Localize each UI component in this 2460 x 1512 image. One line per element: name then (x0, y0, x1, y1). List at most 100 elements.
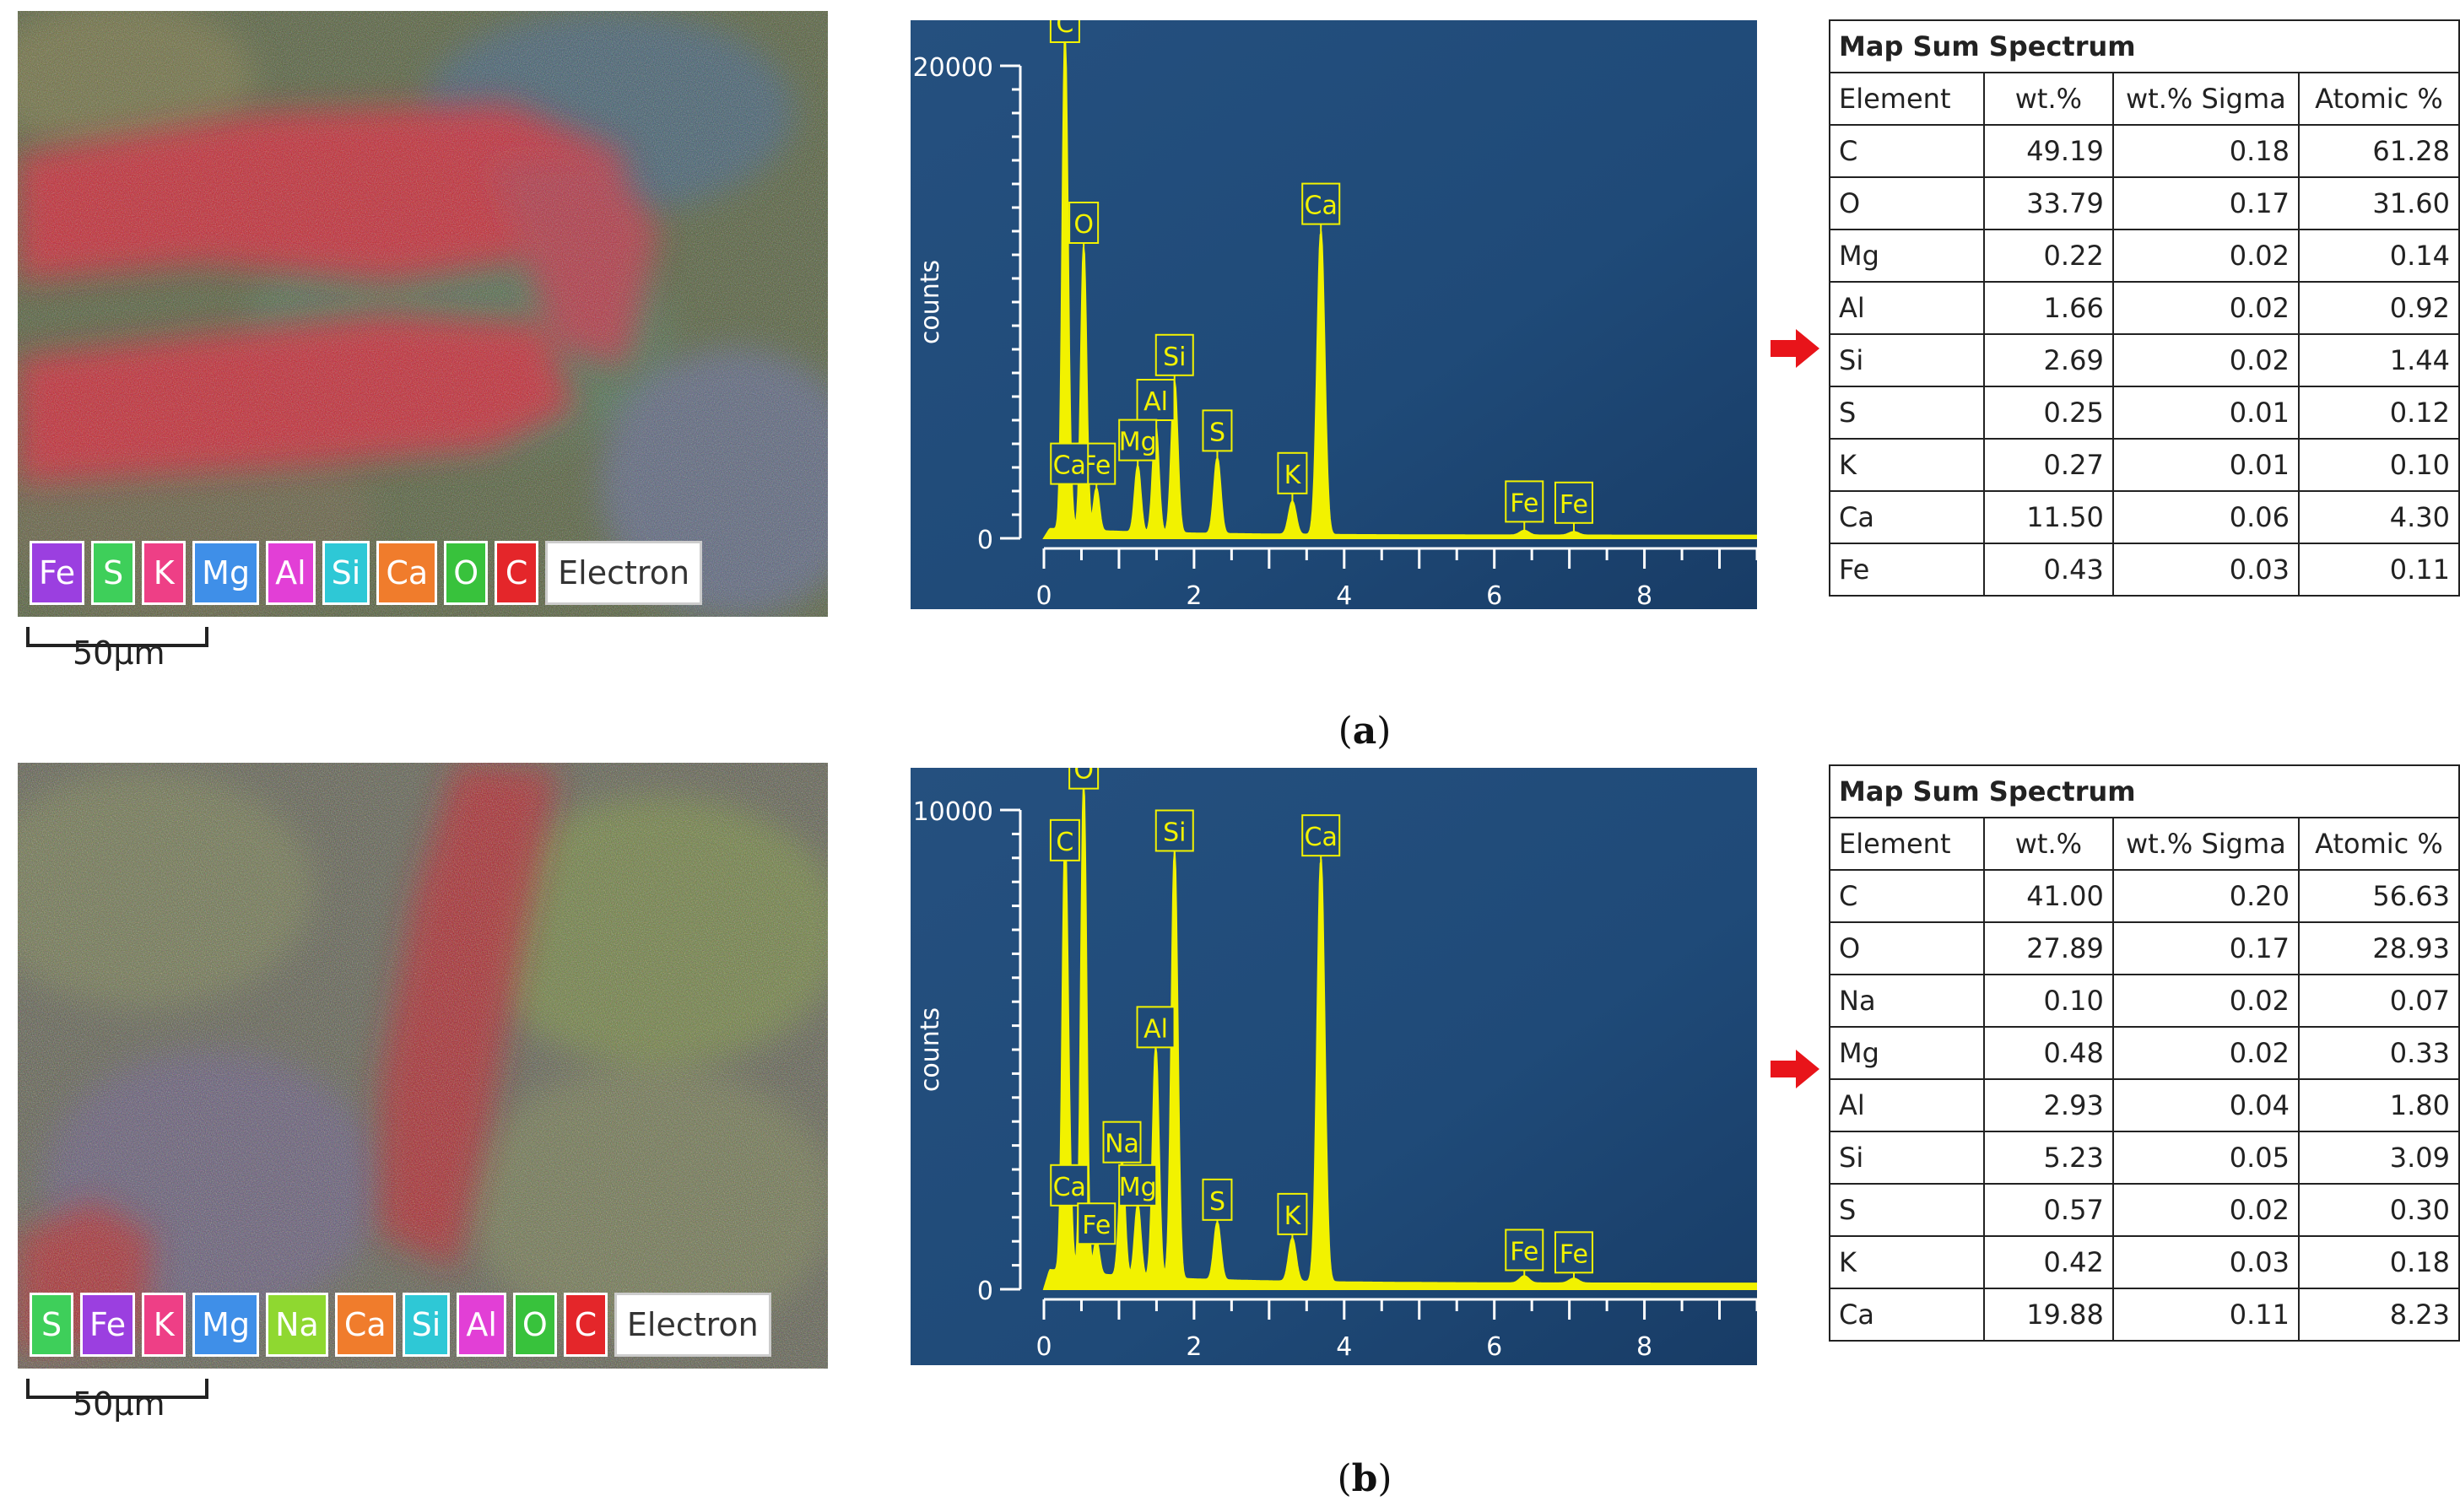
legend-chip-al: Al (266, 541, 316, 605)
legend-chip-na: Na (266, 1293, 328, 1357)
peak-label-o: O (1068, 768, 1100, 801)
peak-label-fe: Fe (1505, 1228, 1544, 1282)
value-cell: 0.18 (2111, 124, 2300, 178)
element-cell: O (1829, 921, 1985, 975)
value-cell: 0.10 (2297, 438, 2460, 492)
table-row: Fe 0.43 0.03 0.11 (1829, 543, 2460, 597)
scale-label-a: 50µm (73, 634, 165, 672)
peak-label-mg: Mg (1118, 418, 1158, 472)
value-cell: 0.02 (2111, 1183, 2300, 1237)
column-header: wt.% Sigma (2111, 72, 2300, 126)
column-header: wt.% Sigma (2111, 817, 2300, 871)
spectrum-chart-b: 10000 0 counts 0 2 4 6 8 O C Si Ca Al Na Mg Ca Fe S K Fe Fe (911, 768, 1757, 1365)
table-row: Si 5.23 0.05 3.09 (1829, 1131, 2460, 1185)
x-tick-label: 2 (1186, 581, 1202, 609)
element-cell: Fe (1829, 543, 1985, 597)
caption-b: (b) (1337, 1457, 1392, 1500)
value-cell: 1.44 (2297, 333, 2460, 387)
value-cell: 0.04 (2111, 1078, 2300, 1132)
svg-text:Fe: Fe (1560, 1239, 1588, 1269)
value-cell: 0.02 (2111, 333, 2300, 387)
column-header: Element (1829, 72, 1985, 126)
value-cell: 0.01 (2111, 438, 2300, 492)
value-cell: 3.09 (2297, 1131, 2460, 1185)
x-tick-label: 6 (1486, 1332, 1502, 1362)
svg-text:C: C (1056, 20, 1073, 39)
value-cell: 0.25 (1982, 386, 2114, 440)
peak-label-s: S (1202, 1178, 1233, 1232)
value-cell: 0.02 (2111, 229, 2300, 283)
x-tick-label: 4 (1336, 581, 1352, 609)
table-row: Al 2.93 0.04 1.80 (1829, 1078, 2460, 1132)
legend-chip-si: Si (322, 541, 370, 605)
svg-text:O: O (1073, 210, 1094, 240)
svg-text:Al: Al (1143, 387, 1168, 417)
table-title: Map Sum Spectrum (1829, 19, 2460, 73)
value-cell: 1.66 (1982, 281, 2114, 335)
red-arrow-icon (1771, 329, 1819, 368)
value-cell: 0.18 (2297, 1235, 2460, 1289)
table-row: Na 0.10 0.02 0.07 (1829, 974, 2460, 1028)
table-row: O 27.89 0.17 28.93 (1829, 921, 2460, 975)
peak-label-ca: Ca (1301, 814, 1341, 868)
peak-label-si: Si (1154, 333, 1194, 387)
svg-text:Ca: Ca (1053, 451, 1086, 481)
legend-chip-electron: Electron (545, 541, 703, 605)
legend-chip-o: O (512, 1293, 557, 1357)
svg-text:Si: Si (1163, 818, 1186, 847)
spectrum-curve (1042, 786, 1757, 1290)
table-row: Mg 0.48 0.02 0.33 (1829, 1026, 2460, 1080)
value-cell: 0.11 (2297, 543, 2460, 597)
value-cell: 0.42 (1982, 1235, 2114, 1289)
table-row: K 0.27 0.01 0.10 (1829, 438, 2460, 492)
x-tick-label: 0 (1035, 581, 1052, 609)
svg-text:K: K (1284, 461, 1302, 490)
value-cell: 0.02 (2111, 1026, 2300, 1080)
legend-chip-mg: Mg (192, 541, 260, 605)
value-cell: 0.92 (2297, 281, 2460, 335)
value-cell: 0.07 (2297, 974, 2460, 1028)
legend-chip-k: K (142, 1293, 187, 1357)
value-cell: 0.43 (1982, 543, 2114, 597)
value-cell: 0.02 (2111, 281, 2300, 335)
value-cell: 2.69 (1982, 333, 2114, 387)
value-cell: 61.28 (2297, 124, 2460, 178)
scale-label-b: 50µm (73, 1385, 165, 1423)
caption-a: (a) (1338, 710, 1392, 753)
table-title: Map Sum Spectrum (1829, 764, 2460, 818)
element-legend-b: S Fe K Mg Na Ca Si Al O C Electron (30, 1293, 771, 1357)
svg-text:S: S (1209, 1187, 1225, 1217)
map-image-a (18, 11, 828, 617)
table-row: Ca 11.50 0.06 4.30 (1829, 490, 2460, 544)
svg-text:Ca: Ca (1053, 1173, 1086, 1202)
value-cell: 28.93 (2297, 921, 2460, 975)
legend-chip-al: Al (457, 1293, 506, 1357)
element-cell: K (1829, 1235, 1985, 1289)
legend-chip-c: C (563, 1293, 608, 1357)
svg-text:K: K (1284, 1202, 1302, 1231)
svg-text:Mg: Mg (1119, 428, 1157, 457)
table-row: Al 1.66 0.02 0.92 (1829, 281, 2460, 335)
y-max-tick-label: 20000 (913, 53, 993, 83)
svg-text:Si: Si (1163, 343, 1186, 372)
element-cell: Mg (1829, 1026, 1985, 1080)
legend-chip-s: S (91, 541, 136, 605)
peak-label-k: K (1277, 1192, 1308, 1246)
svg-text:C: C (1056, 828, 1073, 857)
value-cell: 0.06 (2111, 490, 2300, 544)
peak-label-si: Si (1154, 809, 1194, 863)
value-cell: 1.80 (2297, 1078, 2460, 1132)
value-cell: 0.57 (1982, 1183, 2114, 1237)
svg-text:Ca: Ca (1305, 823, 1338, 852)
element-cell: K (1829, 438, 1985, 492)
peak-label-ca: Ca (1301, 182, 1341, 236)
value-cell: 56.63 (2297, 869, 2460, 923)
svg-text:Al: Al (1143, 1014, 1168, 1044)
legend-chip-fe: Fe (30, 541, 85, 605)
value-cell: 0.03 (2111, 1235, 2300, 1289)
peak-label-ca: Ca (1050, 442, 1089, 496)
value-cell: 0.17 (2111, 176, 2300, 230)
legend-chip-mg: Mg (192, 1293, 260, 1357)
table-row: S 0.57 0.02 0.30 (1829, 1183, 2460, 1237)
value-cell: 0.01 (2111, 386, 2300, 440)
